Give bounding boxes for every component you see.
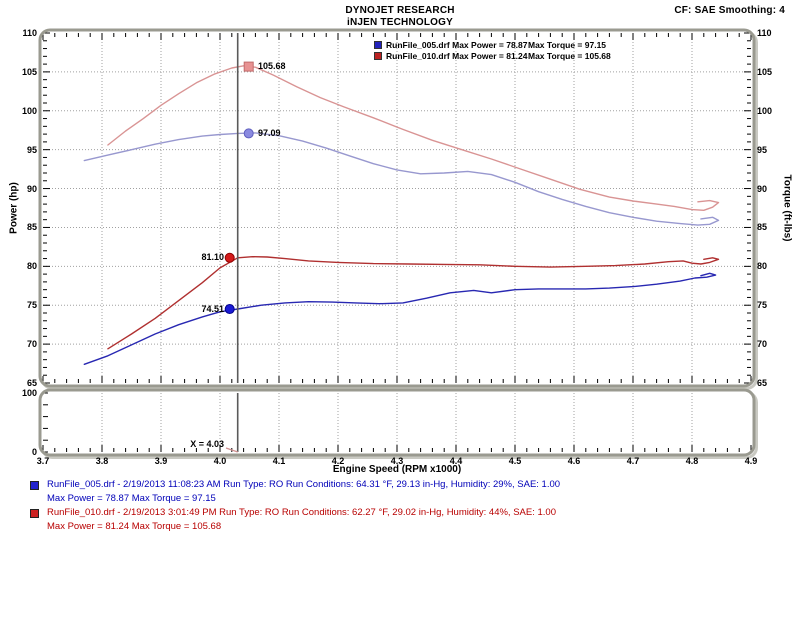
rpm-axis-tick-label: 4.1	[272, 456, 286, 466]
legend-row-run005: RunFile_005.drf Max Power = 78.87 Max To…	[374, 40, 611, 50]
cursor-note-pointer	[225, 447, 238, 453]
run010-details: RunFile_010.drf - 2/19/2013 3:01:49 PM R…	[47, 506, 556, 533]
cursor-marker-circle	[243, 128, 254, 139]
callout-torque-run005: 97.09	[258, 128, 281, 138]
plot-legend: RunFile_005.drf Max Power = 78.87 Max To…	[374, 40, 611, 62]
rpm-axis-tick-label: 4.4	[449, 456, 463, 466]
cursor-marker-circle	[224, 252, 235, 263]
rpm-axis-tick-label: 4.6	[567, 456, 581, 466]
rpm-axis-tick-label: 3.9	[154, 456, 168, 466]
cursor-marker-square	[243, 61, 254, 72]
right-axis-title: Torque (ft-lbs)	[781, 174, 793, 242]
cursor-marker-circle	[224, 304, 235, 315]
sub-panel-tick-label: 0	[31, 447, 37, 457]
correction-smoothing-label: CF: SAE Smoothing: 4	[674, 5, 785, 16]
power-axis-tick-label: 85	[26, 222, 37, 233]
rpm-axis-tick-label: 4.8	[685, 456, 699, 466]
run005-details-line1: RunFile_005.drf - 2/19/2013 11:08:23 AM …	[47, 479, 561, 490]
callout-power-run010: 81.10	[201, 252, 224, 262]
power-axis-tick-label: 75	[26, 300, 37, 311]
run010-legend-swatch-icon	[374, 52, 382, 60]
power-axis-tick-label: 95	[26, 144, 37, 155]
run010-details-line1: RunFile_010.drf - 2/19/2013 3:01:49 PM R…	[47, 507, 556, 518]
legend-run010-power: RunFile_010.drf Max Power = 81.24	[386, 51, 528, 61]
power-axis-tick-label: 70	[26, 339, 37, 350]
run005-legend-swatch-icon	[374, 41, 382, 49]
rpm-axis-tick-label: 4.0	[213, 456, 227, 466]
legend-row-run010: RunFile_010.drf Max Power = 81.24 Max To…	[374, 51, 611, 61]
torque-axis-tick-label: 75	[757, 300, 768, 311]
curve-runfile-005-torque	[83, 132, 720, 226]
legend-run005-torque: Max Torque = 97.15	[528, 40, 607, 50]
panel-bg-sub	[40, 390, 754, 455]
panel-frame-main	[38, 28, 756, 388]
cursor-x-value-label: X = 4.03	[190, 439, 224, 449]
torque-axis-tick-label: 70	[757, 339, 768, 350]
torque-axis-tick-label: 100	[757, 105, 773, 116]
legend-run005-power: RunFile_005.drf Max Power = 78.87	[386, 40, 528, 50]
power-axis-tick-label: 105	[21, 66, 37, 77]
run005-details-line2: Max Power = 78.87 Max Torque = 97.15	[47, 492, 216, 504]
rpm-axis-tick-label: 4.9	[744, 456, 758, 466]
sub-panel-tick-label: 100	[21, 388, 37, 398]
curve-runfile-010-power	[107, 256, 720, 350]
run005-color-swatch-icon	[30, 481, 39, 490]
run005-details: RunFile_005.drf - 2/19/2013 11:08:23 AM …	[47, 478, 560, 505]
power-axis-tick-label: 80	[26, 261, 37, 272]
run010-color-swatch-icon	[30, 509, 39, 518]
rpm-axis-tick-label: 4.7	[626, 456, 640, 466]
curve-runfile-010-torque	[107, 65, 720, 212]
power-axis-tick-label: 110	[22, 28, 37, 38]
torque-axis-tick-label: 85	[757, 222, 768, 233]
torque-axis-tick-label: 95	[757, 144, 768, 155]
torque-axis-tick-label: 80	[757, 261, 768, 272]
callout-power-run005: 74.51	[201, 304, 224, 314]
rpm-axis-tick-label: 3.8	[95, 456, 109, 466]
run010-details-line2: Max Power = 81.24 Max Torque = 105.68	[47, 520, 222, 532]
report-title-line1: DYNOJET RESEARCH	[345, 5, 455, 16]
callout-torque-run010: 105.68	[258, 61, 286, 71]
torque-axis-tick-label: 65	[757, 378, 768, 388]
report-title-line2: iNJEN TECHNOLOGY	[347, 17, 453, 28]
panel-frame-sub	[38, 388, 756, 457]
torque-axis-tick-label: 90	[757, 183, 768, 194]
power-axis-tick-label: 90	[26, 183, 37, 194]
power-axis-tick-label: 100	[21, 105, 37, 116]
rpm-axis-tick-label: 4.5	[508, 456, 522, 466]
curve-runfile-005-power	[83, 272, 717, 365]
rpm-axis-tick-label: 4.2	[331, 456, 345, 466]
rpm-axis-tick-label: 4.3	[390, 456, 404, 466]
torque-axis-tick-label: 105	[757, 66, 773, 77]
x-axis-title: Engine Speed (RPM x1000)	[332, 464, 462, 475]
rpm-axis-tick-label: 3.7	[36, 456, 50, 466]
legend-run010-torque: Max Torque = 105.68	[528, 51, 611, 61]
power-axis-tick-label: 65	[26, 378, 37, 388]
torque-axis-tick-label: 110	[757, 28, 772, 38]
